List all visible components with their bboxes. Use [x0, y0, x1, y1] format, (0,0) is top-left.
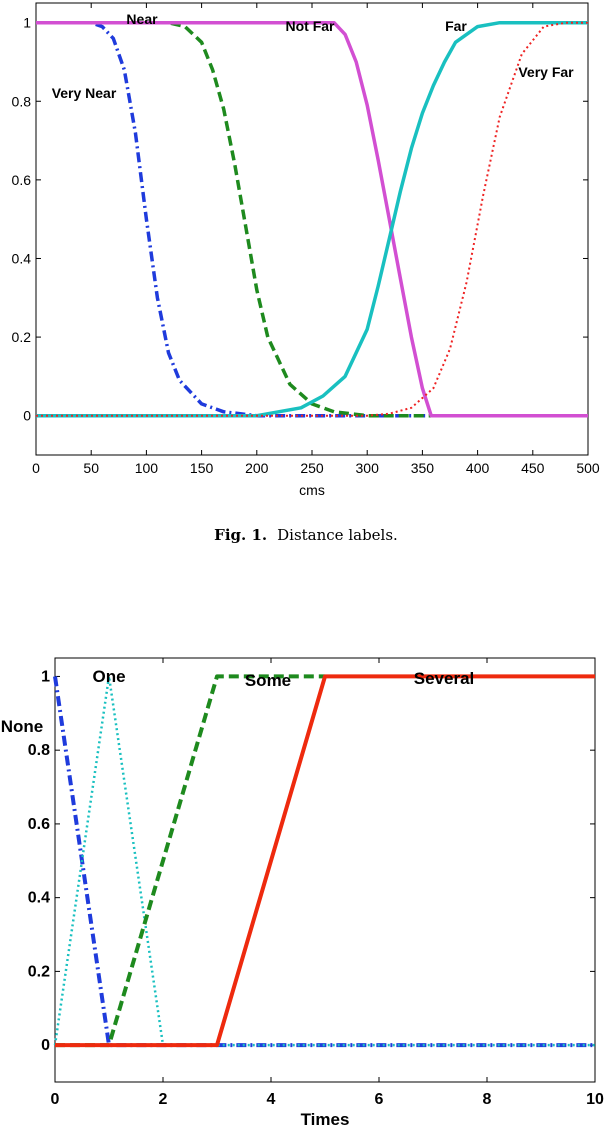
- chart1-xtick-label: 500: [576, 460, 600, 476]
- chart1-ytick-label: 0.4: [12, 250, 32, 266]
- figure1-caption: Fig. 1. Distance labels.: [214, 526, 398, 544]
- label-none: None: [1, 717, 44, 736]
- label-some: Some: [245, 671, 291, 690]
- series-none: [53, 676, 595, 1048]
- label-several: Several: [414, 669, 475, 688]
- chart2-ytick-label: 0.2: [28, 963, 50, 980]
- chart-distance-labels: 0 0.2 0.4 0.6 0.8 1 0 50 100 150 200 250 300 350 400 45…: [12, 2, 600, 498]
- series-several: [55, 674, 595, 1048]
- chart1-xtick-label: 150: [190, 460, 214, 476]
- chart1-xtick-label: 400: [466, 460, 490, 476]
- chart2-ytick-label: 1: [41, 668, 50, 685]
- svg-text:Fig. 1. Distance labels.: Fig. 1. Distance labels.: [214, 526, 398, 544]
- series-far: [36, 20, 588, 418]
- series-near: [36, 20, 588, 418]
- chart2-xlabel: Times: [301, 1110, 350, 1129]
- chart1-ytick-label: 0: [23, 408, 31, 424]
- caption-text: Distance labels.: [277, 526, 398, 544]
- label-very-far: Very Far: [518, 64, 574, 80]
- chart1-ytick-label: 0.8: [12, 93, 32, 109]
- chart2-xtick-label: 4: [267, 1091, 276, 1108]
- chart2-ticks: 00.20.40.60.810 2 4 6 8 10: [28, 658, 604, 1108]
- chart2-xtick-label: 6: [375, 1091, 384, 1108]
- label-far: Far: [445, 18, 467, 34]
- label-one: One: [92, 667, 125, 686]
- chart1-ytick-label: 1: [23, 15, 31, 31]
- chart2-xtick-label: 10: [586, 1091, 604, 1108]
- chart1-xtick-label: 250: [300, 460, 324, 476]
- chart2-series: [53, 674, 595, 1048]
- chart2-xtick-label: 0: [51, 1091, 60, 1108]
- label-not-far: Not Far: [286, 18, 336, 34]
- chart2-ytick-label: 0: [41, 1037, 50, 1054]
- chart1-ticks: 0 0.2 0.4 0.6 0.8 1 0 50 100 150 200 250 300 350 400 45…: [12, 3, 600, 476]
- chart2-ytick-label: 0.4: [28, 890, 50, 907]
- series-some: [55, 674, 325, 1048]
- label-near: Near: [126, 11, 158, 27]
- series-very-far: [36, 21, 588, 417]
- chart2-xtick-label: 2: [159, 1091, 168, 1108]
- chart1-xlabel: cms: [299, 482, 325, 498]
- chart2-ytick-label: 0.8: [28, 742, 50, 759]
- label-very-near: Very Near: [52, 85, 117, 101]
- chart1-series: [36, 20, 588, 418]
- caption-label: Fig. 1.: [214, 526, 267, 544]
- series-one: [53, 675, 595, 1047]
- chart-times-labels: 00.20.40.60.810 2 4 6 8 10 Times One Some Sev…: [1, 657, 604, 1129]
- chart1-xtick-label: 100: [135, 460, 159, 476]
- chart2-ytick-label: 0.6: [28, 816, 50, 833]
- chart1-xtick-label: 0: [32, 460, 40, 476]
- chart1-xtick-label: 50: [83, 460, 99, 476]
- chart2-plot-frame: [54, 657, 596, 1083]
- series-very-near: [36, 20, 588, 418]
- chart1-plot-frame: [35, 2, 589, 456]
- chart1-xtick-label: 200: [245, 460, 269, 476]
- chart1-xtick-label: 350: [411, 460, 435, 476]
- chart1-xtick-label: 300: [356, 460, 380, 476]
- chart2-xtick-label: 8: [483, 1091, 492, 1108]
- series-not-far: [36, 20, 588, 418]
- chart1-xtick-label: 450: [521, 460, 545, 476]
- chart1-ytick-label: 0.2: [12, 329, 32, 345]
- chart1-ytick-label: 0.6: [12, 172, 32, 188]
